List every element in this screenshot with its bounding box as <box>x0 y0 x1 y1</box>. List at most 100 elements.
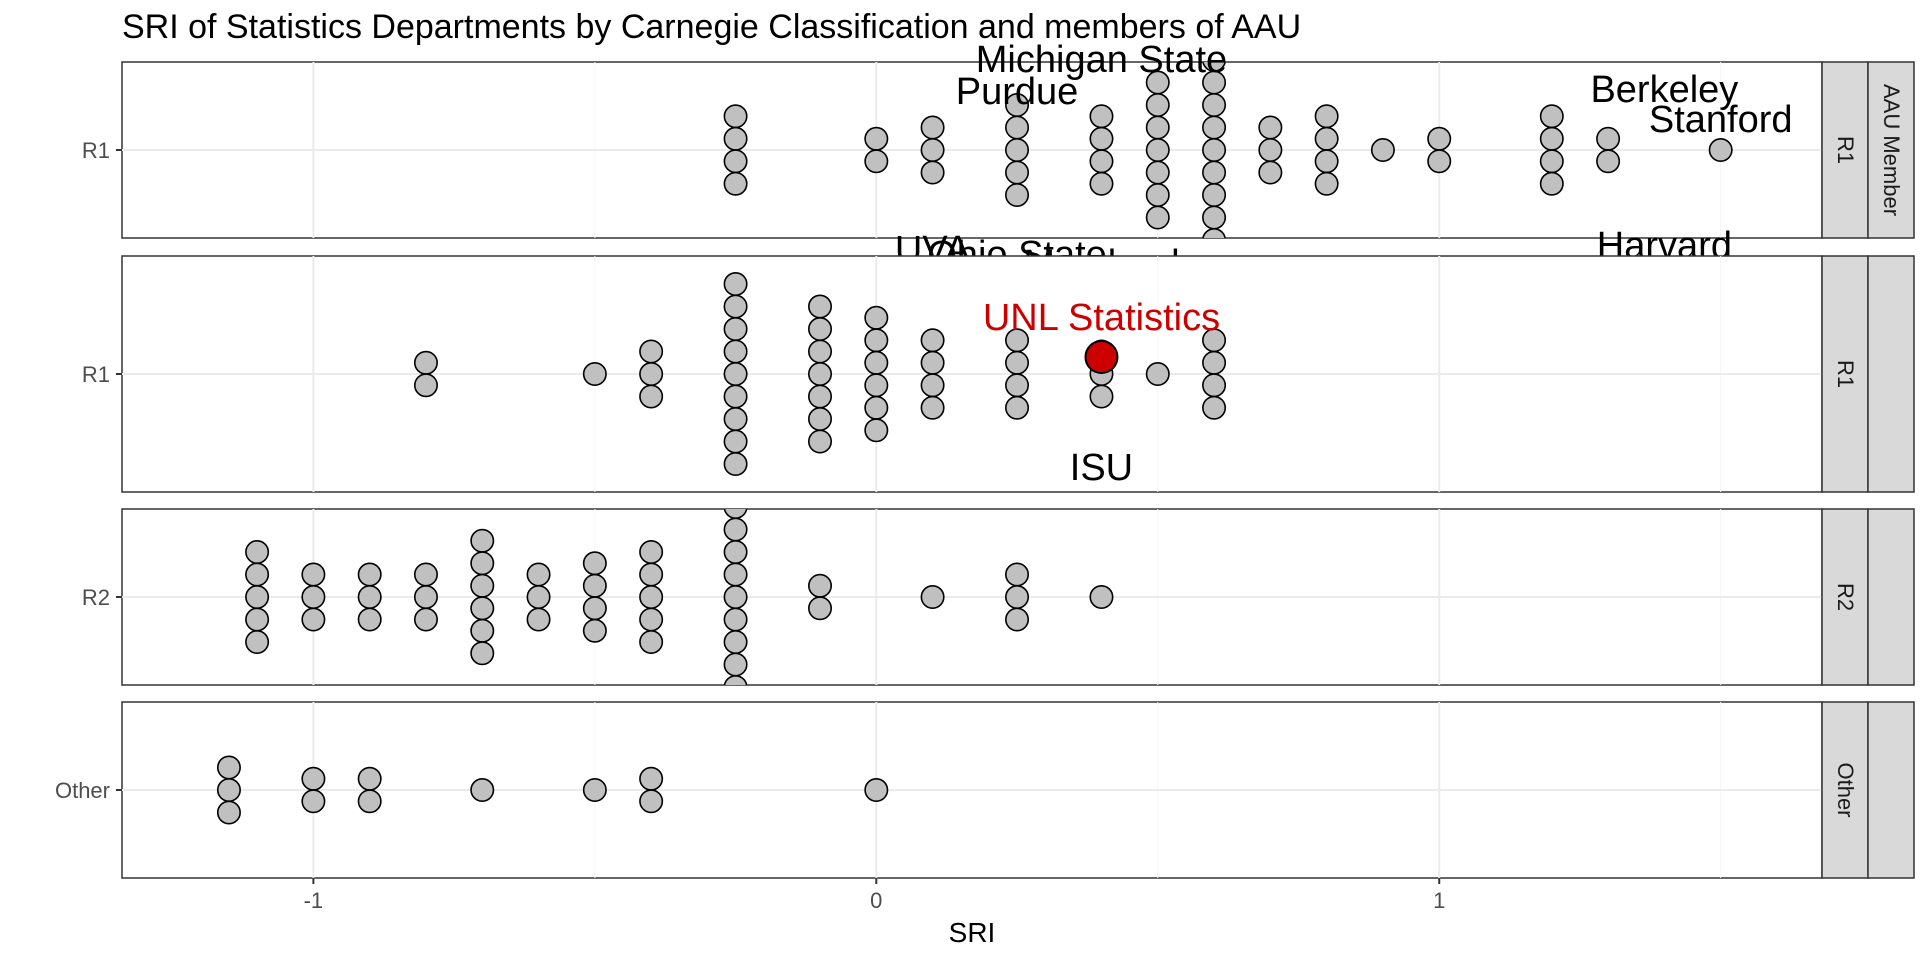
data-point <box>723 126 748 151</box>
data-point <box>723 509 748 519</box>
data-point <box>470 551 495 576</box>
data-point <box>582 361 607 386</box>
data-point <box>1145 93 1170 118</box>
data-point <box>470 777 495 802</box>
data-point <box>1258 160 1283 185</box>
data-point <box>920 373 945 398</box>
data-point <box>1005 138 1030 163</box>
data-point <box>1596 149 1621 174</box>
point-annotation: UNL Statistics <box>983 297 1220 339</box>
data-point <box>470 596 495 621</box>
y-tick-label: R2 <box>82 585 110 610</box>
data-point <box>1708 138 1733 163</box>
aau-strip <box>1867 701 1915 879</box>
data-point <box>864 777 889 802</box>
data-point <box>639 339 664 364</box>
facet-strip <box>1821 255 1869 493</box>
data-point <box>920 350 945 375</box>
data-point <box>864 328 889 353</box>
data-point <box>864 373 889 398</box>
data-point <box>808 316 833 341</box>
data-point <box>1005 183 1030 208</box>
data-point <box>639 562 664 587</box>
panel-dots <box>723 62 1733 238</box>
data-point <box>245 562 270 587</box>
data-point <box>723 584 748 609</box>
point-annotation: Purdue <box>956 71 1079 113</box>
data-point <box>1314 104 1339 129</box>
data-point <box>808 339 833 364</box>
data-point <box>808 294 833 319</box>
data-point <box>1539 149 1564 174</box>
data-point <box>1005 160 1030 185</box>
data-point <box>723 361 748 386</box>
x-axis: -1 0 1 <box>304 878 1445 913</box>
data-point <box>808 429 833 454</box>
data-point <box>357 584 382 609</box>
point-annotation: Stanford <box>1649 99 1793 141</box>
data-point <box>1005 584 1030 609</box>
data-point <box>1539 171 1564 196</box>
data-point <box>1202 138 1227 163</box>
data-point <box>1202 350 1227 375</box>
data-point <box>526 584 551 609</box>
data-point <box>920 395 945 420</box>
facet-strip <box>1821 701 1869 879</box>
data-point <box>1202 395 1227 420</box>
data-point <box>1089 384 1114 409</box>
facet-panel: Other Other <box>55 701 1915 879</box>
data-point <box>639 361 664 386</box>
data-point <box>1089 149 1114 174</box>
x-tick-label: 1 <box>1433 888 1445 913</box>
data-point <box>1145 160 1170 185</box>
facet-panel: R1 UNL Statistics ISU R1 <box>82 255 1915 493</box>
facet-strip <box>1821 61 1869 239</box>
facet-panel: R2 R2 <box>82 508 1915 686</box>
data-point <box>1539 126 1564 151</box>
panel-dots <box>413 271 1227 476</box>
data-point <box>639 629 664 654</box>
data-point <box>526 607 551 632</box>
data-point <box>723 675 748 685</box>
panel-dots <box>245 509 1114 685</box>
data-point <box>864 305 889 330</box>
data-point <box>526 562 551 587</box>
data-point <box>639 766 664 791</box>
data-point <box>723 517 748 542</box>
data-point <box>639 539 664 564</box>
data-point <box>920 328 945 353</box>
data-point <box>639 607 664 632</box>
data-point <box>216 777 241 802</box>
data-point <box>357 766 382 791</box>
data-point <box>1539 104 1564 129</box>
data-point <box>1370 138 1395 163</box>
data-point <box>1089 171 1114 196</box>
data-point <box>301 584 326 609</box>
data-point <box>582 618 607 643</box>
data-point <box>864 395 889 420</box>
facet-strip-label: R2 <box>1833 583 1858 611</box>
data-point <box>301 607 326 632</box>
data-point <box>245 584 270 609</box>
facet-strip-label: R1 <box>1833 360 1858 388</box>
data-point <box>864 126 889 151</box>
data-point <box>723 629 748 654</box>
data-point <box>920 584 945 609</box>
data-point <box>357 789 382 814</box>
x-axis-title: SRI <box>949 917 996 948</box>
data-point <box>1005 395 1030 420</box>
data-point <box>582 777 607 802</box>
data-point <box>1427 149 1452 174</box>
y-tick-label: R1 <box>82 362 110 387</box>
data-point <box>470 618 495 643</box>
x-tick-label: -1 <box>304 888 324 913</box>
highlight-point <box>1084 340 1119 374</box>
data-point <box>1202 228 1226 238</box>
data-point <box>723 652 748 677</box>
y-tick-label: Other <box>55 778 110 803</box>
point-annotation: ISU <box>1070 447 1133 489</box>
data-point <box>470 528 495 553</box>
data-point <box>808 573 833 598</box>
